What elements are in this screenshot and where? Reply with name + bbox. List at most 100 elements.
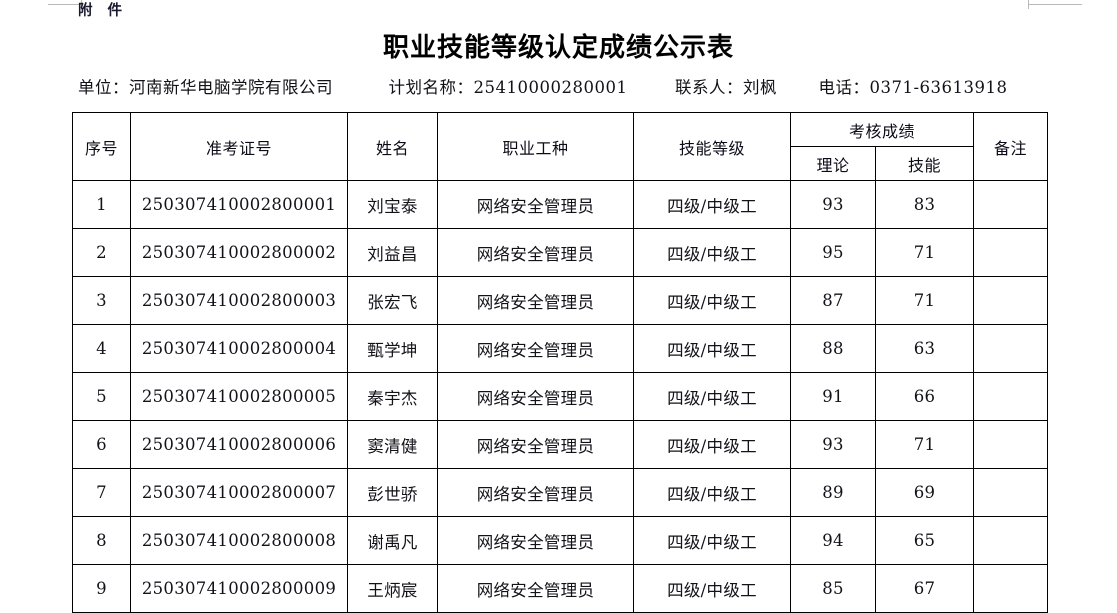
cell-index: 7 [72,468,131,517]
column-header-name: 姓名 [347,112,438,181]
cell-skill-level: 四级/中级工 [633,324,791,373]
cell-skill-score: 65 [874,516,975,565]
cell-name: 窦清健 [347,420,438,469]
cell-job-type: 网络安全管理员 [437,420,634,469]
table-row: 5 250307410002800005 秦宇杰 网络安全管理员 四级/中级工 91 66 [72,372,1049,421]
column-header-exam-score: 考核成绩 [789,112,975,147]
cell-cert-no: 250307410002800003 [130,276,348,325]
cell-index: 8 [72,516,131,565]
table-row: 1 250307410002800001 刘宝泰 网络安全管理员 四级/中级工 93 83 [72,180,1049,229]
table-header: 序号 准考证号 姓名 职业工种 技能等级 考核成绩 备注 理论 技能 [72,112,1049,181]
plan-label: 计划名称： [388,78,474,97]
cell-note [973,372,1049,421]
cell-note [973,324,1049,373]
table-header-row-bottom: 理论 技能 [73,146,1048,181]
cell-index: 2 [72,228,131,277]
cell-job-type: 网络安全管理员 [437,228,634,277]
unit-value: 河南新华电脑学院有限公司 [129,78,333,97]
cell-skill-score: 63 [874,324,975,373]
cell-theory-score: 93 [790,420,876,469]
cell-skill-score: 69 [874,468,975,517]
cell-job-type: 网络安全管理员 [437,372,634,421]
cell-cert-no: 250307410002800001 [130,180,348,229]
cell-note [973,228,1049,277]
cell-theory-score: 93 [790,180,876,229]
cell-skill-score: 67 [874,564,975,613]
cell-name: 甄学坤 [347,324,438,373]
unit-field: 单位：河南新华电脑学院有限公司 [78,74,333,98]
cell-name: 张宏飞 [347,276,438,325]
cell-cert-no: 250307410002800006 [130,420,348,469]
cell-theory-score: 85 [790,564,876,613]
cell-name: 秦宇杰 [347,372,438,421]
cell-note [973,180,1049,229]
table-row: 2 250307410002800002 刘益昌 网络安全管理员 四级/中级工 95 71 [72,228,1049,277]
table-row: 9 250307410002800009 王炳宸 网络安全管理员 四级/中级工 85 67 [72,564,1049,613]
cell-skill-score: 71 [874,420,975,469]
column-header-skill-level: 技能等级 [633,112,791,181]
document-meta-line: 单位：河南新华电脑学院有限公司 计划名称：25410000280001 联系人：… [78,74,1050,98]
cell-cert-no: 250307410002800005 [130,372,348,421]
cell-note [973,420,1049,469]
cell-skill-score: 71 [874,228,975,277]
cell-theory-score: 89 [790,468,876,517]
column-header-cert-no: 准考证号 [130,112,348,181]
table-header-row-top: 序号 准考证号 姓名 职业工种 技能等级 考核成绩 备注 [72,112,1049,181]
crop-mark-horizontal-line [1028,4,1082,5]
plan-field: 计划名称：25410000280001 [389,74,628,98]
cell-job-type: 网络安全管理员 [437,516,634,565]
cell-name: 谢禹凡 [347,516,438,565]
cell-note [973,516,1049,565]
cell-skill-level: 四级/中级工 [633,372,791,421]
cell-name: 彭世骄 [347,468,438,517]
cell-name: 刘宝泰 [347,180,438,229]
crop-mark-horizontal-line [48,4,81,5]
plan-value: 25410000280001 [473,78,628,97]
cell-note [973,564,1049,613]
results-table: 序号 准考证号 姓名 职业工种 技能等级 考核成绩 备注 理论 技能 1 2503… [72,112,1049,613]
cell-index: 9 [72,564,131,613]
cell-skill-score: 71 [874,276,975,325]
cell-job-type: 网络安全管理员 [437,324,634,373]
cell-index: 1 [72,180,131,229]
cell-theory-score: 94 [790,516,876,565]
table-row: 8 250307410002800008 谢禹凡 网络安全管理员 四级/中级工 94 65 [72,516,1049,565]
contact-label: 联系人： [674,78,743,97]
cell-skill-level: 四级/中级工 [633,468,791,517]
cell-index: 4 [72,324,131,373]
column-header-job-type: 职业工种 [437,112,634,181]
cell-cert-no: 250307410002800008 [130,516,348,565]
cell-index: 6 [72,420,131,469]
cell-cert-no: 250307410002800002 [130,228,348,277]
cell-index: 3 [72,276,131,325]
cell-name: 王炳宸 [347,564,438,613]
cell-skill-level: 四级/中级工 [633,276,791,325]
cell-theory-score: 95 [790,228,876,277]
cell-job-type: 网络安全管理员 [437,564,634,613]
column-header-note: 备注 [973,112,1049,181]
table-row: 6 250307410002800006 窦清健 网络安全管理员 四级/中级工 93 71 [72,420,1049,469]
cell-skill-level: 四级/中级工 [633,564,791,613]
table-body: 1 250307410002800001 刘宝泰 网络安全管理员 四级/中级工 93 83 2… [72,180,1049,613]
contact-field: 联系人：刘枫 [675,74,777,98]
cell-job-type: 网络安全管理员 [437,276,634,325]
cell-skill-level: 四级/中级工 [633,228,791,277]
cell-cert-no: 250307410002800004 [130,324,348,373]
cell-cert-no: 250307410002800007 [130,468,348,517]
cell-note [973,276,1049,325]
contact-value: 刘枫 [742,78,777,97]
cell-theory-score: 87 [790,276,876,325]
cell-skill-level: 四级/中级工 [633,516,791,565]
page-title: 职业技能等级认定成绩公示表 [382,33,734,63]
cell-note [973,468,1049,517]
attachment-label: 附 件 [78,3,128,19]
cell-skill-level: 四级/中级工 [633,180,791,229]
crop-mark-vertical-line [1028,0,1029,9]
unit-label: 单位： [78,78,129,97]
cell-job-type: 网络安全管理员 [437,468,634,517]
table-row: 7 250307410002800007 彭世骄 网络安全管理员 四级/中级工 89 69 [72,468,1049,517]
phone-field: 电话：0371-63613918 [818,74,1007,98]
table-row: 4 250307410002800004 甄学坤 网络安全管理员 四级/中级工 88 63 [72,324,1049,373]
cell-skill-score: 66 [874,372,975,421]
column-header-skill: 技能 [874,146,975,181]
